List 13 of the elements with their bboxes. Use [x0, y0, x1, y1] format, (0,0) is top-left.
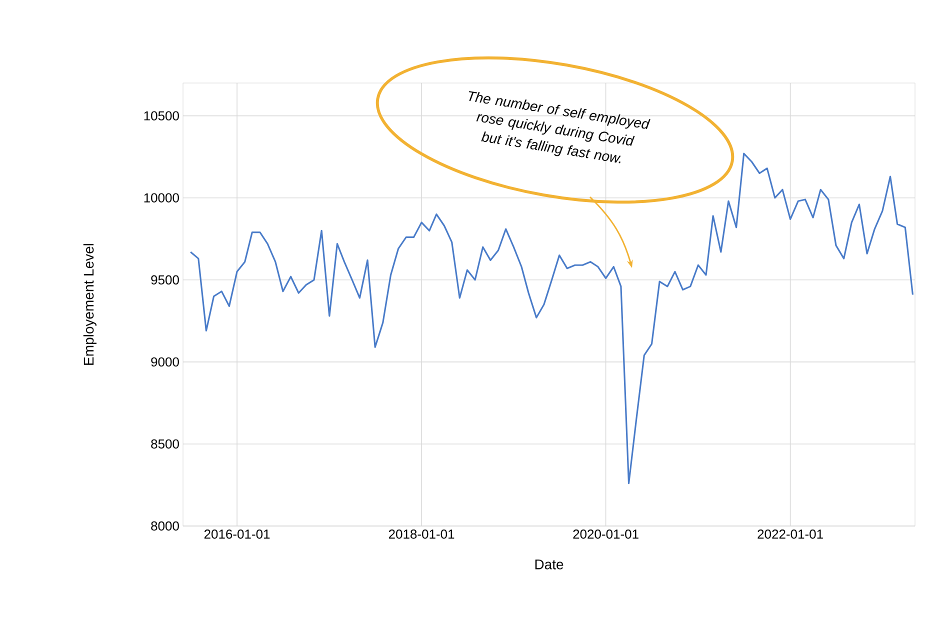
annotation: The number of self employed rose quickly during Covid but it's falling fast now.: [468, 91, 650, 164]
y-tick-label: 10500: [144, 111, 179, 120]
y-tick-label: 9000: [151, 357, 179, 367]
x-tick-label: 2018-01-01: [388, 530, 454, 539]
y-tick-label: 9500: [151, 275, 179, 284]
y-axis-title: Employement Level: [83, 244, 96, 365]
y-tick-label: 8500: [151, 439, 179, 449]
y-tick-label: 10000: [144, 193, 179, 202]
y-tick-label: 8000: [151, 521, 179, 531]
x-tick-label: 2016-01-01: [204, 530, 270, 539]
x-tick-label: 2022-01-01: [758, 530, 823, 539]
x-axis-title: Date: [535, 560, 564, 570]
x-tick-label: 2020-01-01: [573, 530, 638, 539]
